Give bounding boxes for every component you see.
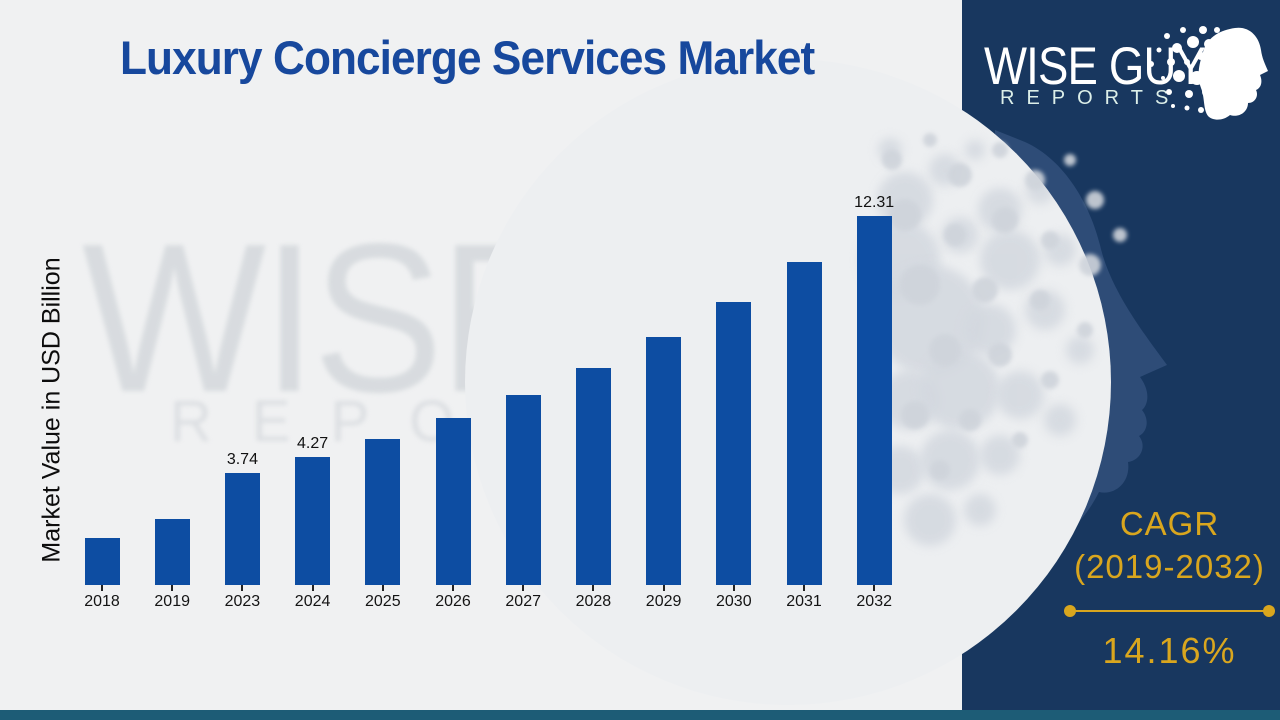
x-axis-label-2028: 2028 — [575, 593, 612, 610]
logo-subtext: REPORTS — [1000, 87, 1181, 109]
bar-2030 — [716, 302, 752, 585]
moon-blob — [1044, 404, 1076, 436]
x-axis-label-2031: 2031 — [786, 593, 822, 610]
bar-2027 — [505, 395, 541, 585]
x-axis-label-2026: 2026 — [435, 593, 471, 610]
bar-value-label-2023: 3.74 — [226, 451, 258, 468]
bar-2031 — [786, 262, 822, 585]
moon-blob — [996, 371, 1044, 419]
x-tick-2026 — [452, 585, 454, 591]
bar-2023 — [224, 473, 260, 585]
x-tick-2019 — [171, 585, 174, 591]
moon-blob — [1066, 336, 1094, 364]
logo-wordmark: WISE GUY — [984, 37, 1206, 96]
bar-2032 — [856, 216, 892, 585]
x-tick-2028 — [592, 585, 595, 591]
bar-2029 — [646, 337, 682, 585]
logo-face-icon — [1148, 26, 1268, 120]
x-tick-2031 — [803, 585, 805, 591]
x-axis-label-2024: 2024 — [294, 593, 331, 610]
bar-value-label-2024: 4.27 — [297, 435, 329, 452]
moon-blob — [904, 494, 956, 546]
cagr-value: 14.16% — [1102, 630, 1237, 671]
cagr-heading: CAGR — [1119, 505, 1220, 542]
moon-blob — [964, 494, 996, 526]
x-axis-label-2019: 2019 — [154, 593, 190, 610]
x-tick-2023 — [241, 585, 244, 591]
x-tick-2027 — [522, 585, 525, 591]
bar-2028 — [575, 368, 611, 585]
cagr-range: (2019-2032) — [1074, 548, 1265, 585]
x-tick-2024 — [311, 585, 314, 591]
y-axis-label: Market Value in USD Billion — [37, 257, 66, 563]
bar-2025 — [365, 439, 401, 585]
x-tick-2025 — [381, 585, 384, 591]
bar-2026 — [435, 418, 471, 585]
x-axis-label-2025: 2025 — [365, 593, 401, 610]
cagr-block: CAGR (2019-2032) 14.16% — [1062, 505, 1277, 672]
x-tick-2032 — [873, 585, 876, 591]
x-axis-label-2023: 2023 — [224, 593, 261, 610]
moon-blob — [965, 140, 985, 160]
x-tick-2030 — [732, 585, 735, 591]
page-title: Luxury Concierge Services Market — [120, 31, 815, 84]
bar-2018 — [84, 538, 120, 585]
bar-2019 — [154, 519, 190, 585]
x-axis-label-2027: 2027 — [505, 593, 541, 610]
x-tick-2018 — [101, 585, 103, 591]
bar-value-label-2032: 12.31 — [854, 194, 895, 211]
x-axis-label-2018: 2018 — [84, 593, 120, 610]
x-axis-label-2032: 2032 — [856, 593, 892, 610]
bar-2024 — [295, 457, 331, 585]
x-axis-label-2030: 2030 — [716, 593, 752, 610]
bottom-accent-strip — [0, 710, 1280, 720]
moon-blob — [920, 430, 980, 490]
x-axis-label-2029: 2029 — [645, 593, 682, 610]
x-tick-2029 — [662, 585, 665, 591]
cagr-divider — [1064, 605, 1275, 617]
